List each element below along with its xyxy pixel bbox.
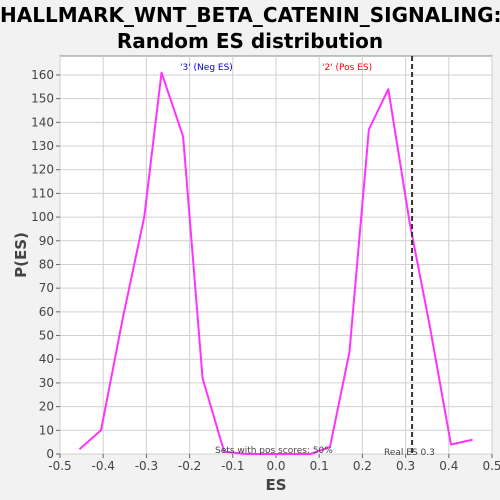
x-tick-label: 0.5 — [482, 459, 500, 473]
x-tick-label: 0.0 — [266, 459, 285, 473]
x-axis-title: ES — [265, 476, 286, 494]
y-tick-label: 90 — [39, 234, 54, 248]
x-tick-label: -0.3 — [135, 459, 158, 473]
y-tick-label: 120 — [31, 163, 54, 177]
x-axis-ticks: -0.5 -0.4 -0.3 -0.2 -0.1 0.0 0.1 0.2 0.3 0.4 0.5 — [48, 454, 500, 473]
x-tick-label: 0.4 — [439, 459, 458, 473]
y-axis-ticks: 0 10 20 30 40 50 60 70 80 90 100 110 120 130 140 150 160 — [31, 68, 60, 461]
sets-pos-scores-label: Sets with pos scores: 50% — [215, 446, 333, 456]
y-tick-label: 30 — [39, 376, 54, 390]
x-tick-label: -0.2 — [178, 459, 201, 473]
y-tick-label: 50 — [39, 329, 54, 343]
series-layer — [78, 71, 473, 455]
chart-title-line-1: HALLMARK_WNT_BETA_CATENIN_SIGNALING: — [0, 3, 500, 27]
y-tick-label: 60 — [39, 305, 54, 319]
pos-es-label: '2' (Pos ES) — [322, 63, 372, 73]
y-tick-label: 110 — [31, 186, 54, 200]
y-tick-label: 130 — [31, 139, 54, 153]
y-tick-label: 160 — [31, 68, 54, 82]
y-tick-label: 40 — [39, 352, 54, 366]
x-tick-label: 0.1 — [310, 459, 329, 473]
x-tick-label: -0.1 — [221, 459, 244, 473]
x-tick-label: -0.4 — [91, 459, 114, 473]
y-tick-label: 70 — [39, 281, 54, 295]
y-tick-label: 140 — [31, 115, 54, 129]
x-tick-label: -0.5 — [48, 459, 71, 473]
y-axis-title: P(ES) — [12, 232, 30, 278]
y-tick-label: 150 — [31, 92, 54, 106]
y-tick-label: 80 — [39, 257, 54, 271]
y-tick-label: 20 — [39, 400, 54, 414]
chart-title-line-2: Random ES distribution — [116, 29, 384, 53]
x-tick-label: 0.3 — [396, 459, 415, 473]
real-es-label: Real ES 0.3 — [384, 448, 435, 458]
y-tick-label: 100 — [31, 210, 54, 224]
y-tick-label: 10 — [39, 423, 54, 437]
x-tick-label: 0.2 — [353, 459, 372, 473]
chart-title: HALLMARK_WNT_BETA_CATENIN_SIGNALING: Ran… — [0, 2, 500, 54]
es-distribution-line — [78, 71, 473, 455]
grid-lines — [59, 56, 493, 455]
y-tick-label: 0 — [46, 447, 54, 461]
neg-es-label: '3' (Neg ES) — [180, 63, 233, 73]
